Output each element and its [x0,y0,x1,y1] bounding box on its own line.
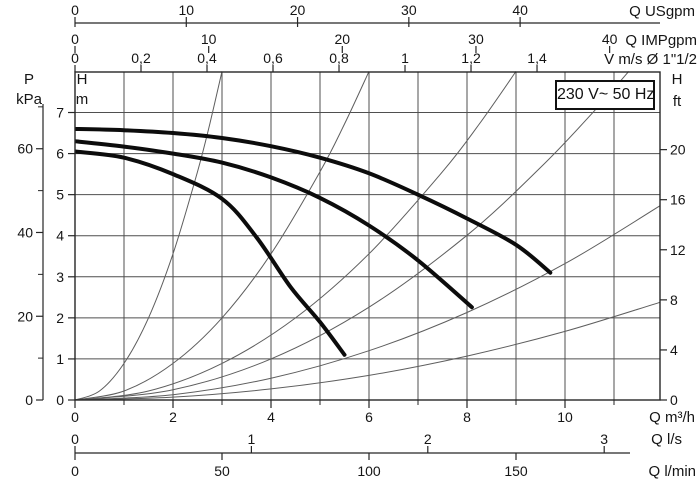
svg-text:20: 20 [290,2,306,18]
svg-text:12: 12 [670,242,686,258]
svg-text:P: P [24,71,34,88]
svg-text:150: 150 [504,463,528,479]
system-curve-2 [75,71,370,401]
svg-text:8: 8 [463,409,471,425]
system-curve-1 [75,71,223,401]
system-curve-3 [75,71,517,401]
svg-text:30: 30 [401,2,417,18]
svg-text:0,6: 0,6 [263,50,283,66]
svg-text:0: 0 [71,50,79,66]
svg-text:0,4: 0,4 [197,50,217,66]
svg-text:5: 5 [56,187,64,203]
svg-text:H: H [77,71,88,88]
system-curves [75,71,660,401]
system-curve-4 [75,71,630,401]
svg-text:40: 40 [602,31,618,47]
pump-curve-low-speed [75,149,347,357]
svg-text:50: 50 [214,463,230,479]
svg-text:1: 1 [401,50,409,66]
svg-text:4: 4 [670,342,678,358]
pump-curves [75,126,553,357]
svg-text:6: 6 [56,146,64,162]
svg-text:0: 0 [670,392,678,408]
svg-text:1,4: 1,4 [527,50,547,66]
right-axis: 0 4 8 12 16 20 Hft [660,71,686,408]
svg-text:10: 10 [557,409,573,425]
svg-text:20: 20 [17,308,33,324]
voltage-rating-label: 230 V~ 50 Hz [555,80,655,110]
svg-text:8: 8 [670,292,678,308]
svg-text:H: H [672,71,683,88]
svg-text:Q l/s: Q l/s [651,431,682,448]
svg-text:3: 3 [600,431,608,447]
svg-text:7: 7 [56,105,64,121]
svg-text:100: 100 [357,463,381,479]
svg-text:Q l/min: Q l/min [648,463,696,480]
pump-curve-mid-speed [75,139,474,310]
svg-text:1: 1 [248,431,256,447]
system-curve-6 [75,301,660,401]
svg-text:2: 2 [169,409,177,425]
system-curve-5 [75,205,660,401]
svg-text:0,2: 0,2 [131,50,151,66]
svg-text:Q USgpm: Q USgpm [629,3,695,20]
svg-text:60: 60 [17,141,33,157]
svg-text:40: 40 [512,2,528,18]
top-axes: 0 10 20 30 40 Q USgpm 0 10 20 30 40 Q IMPgpm 0 0,2 0,4… [71,2,697,72]
svg-text:4: 4 [267,409,275,425]
svg-text:0: 0 [56,392,64,408]
svg-text:1,2: 1,2 [461,50,481,66]
svg-text:1: 1 [56,351,64,367]
svg-text:2: 2 [56,310,64,326]
svg-text:0: 0 [71,409,79,425]
pump-curve-high-speed [75,126,553,275]
svg-text:Q m³/h: Q m³/h [649,409,695,426]
svg-text:0: 0 [71,31,79,47]
svg-text:m: m [76,91,89,108]
svg-text:10: 10 [178,2,194,18]
svg-text:20: 20 [670,142,686,158]
bottom-axes: 0 2 4 6 8 10 Q m³/h 0 1 2 3 Q l/s 0 50 100 150 Q l/min [71,400,696,480]
svg-text:6: 6 [365,409,373,425]
svg-text:40: 40 [17,224,33,240]
svg-text:V m/s Ø 1"1/2: V m/s Ø 1"1/2 [604,51,697,68]
svg-text:kPa: kPa [16,91,43,108]
svg-text:ft: ft [673,93,682,110]
svg-text:0,8: 0,8 [329,50,349,66]
svg-text:Q IMPgpm: Q IMPgpm [625,32,697,49]
svg-text:0: 0 [71,2,79,18]
svg-text:10: 10 [201,31,217,47]
svg-text:4: 4 [56,228,64,244]
svg-text:16: 16 [670,192,686,208]
svg-text:30: 30 [468,31,484,47]
grid [75,72,660,400]
svg-text:0: 0 [71,431,79,447]
svg-text:3: 3 [56,269,64,285]
svg-text:0: 0 [71,463,79,479]
svg-text:20: 20 [335,31,351,47]
svg-text:2: 2 [424,431,432,447]
svg-text:0: 0 [25,392,33,408]
